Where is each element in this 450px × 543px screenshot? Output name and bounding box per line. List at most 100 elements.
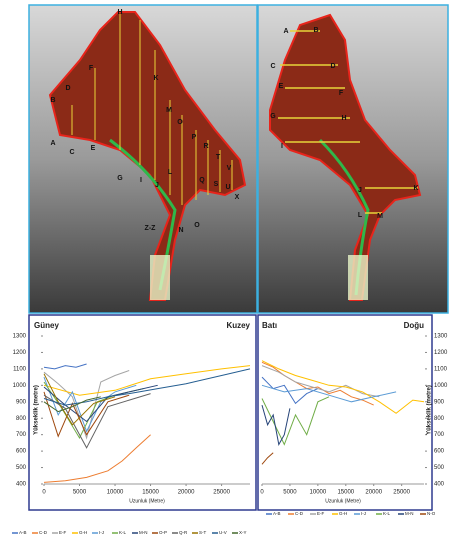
map-label: I (281, 143, 283, 150)
map-label: B (50, 97, 55, 104)
map-label: D (330, 63, 335, 70)
y-tick-label: 700 (434, 432, 445, 438)
y-axis-label: Yükseklik (metre) (427, 385, 433, 435)
series-line (262, 453, 273, 465)
legend-label: M-N (139, 530, 148, 535)
y-tick-label: 800 (434, 416, 445, 422)
legend-label: O-P (159, 530, 167, 535)
chart-subtitle: Kuzey (226, 321, 250, 330)
map-label: O (177, 119, 183, 126)
map-label: B (313, 27, 318, 34)
series-line (44, 382, 143, 438)
x-axis-label: Uzunluk (Metre) (325, 498, 361, 504)
series-line (262, 377, 318, 403)
map-label: Q (199, 177, 205, 184)
y-tick-label: 1000 (13, 383, 27, 389)
legend-label: U-V (219, 530, 227, 535)
map-label: M (377, 213, 383, 220)
lake (150, 255, 170, 300)
map-label: A (50, 140, 55, 147)
map-label: J (155, 182, 159, 189)
map-label: T (216, 154, 221, 161)
y-tick-label: 1100 (13, 366, 27, 372)
map-label: U (225, 184, 230, 191)
legend-label: E-F (59, 530, 67, 535)
legend-label: Q-R (179, 530, 188, 535)
x-axis-label: Uzunluk (Metre) (129, 498, 165, 504)
map-label: F (89, 65, 94, 72)
y-tick-label: 400 (16, 482, 27, 488)
map-label: E (279, 83, 284, 90)
legend-label: E-F (317, 511, 325, 516)
y-tick-label: 900 (434, 399, 445, 405)
map-label: L (168, 169, 173, 176)
y-tick-label: 800 (16, 416, 27, 422)
legend-label: I-J (361, 511, 366, 516)
legend-label: I-J (99, 530, 104, 535)
x-tick-label: 15000 (142, 490, 159, 496)
map-label: F (339, 90, 344, 97)
y-tick-label: 1300 (434, 334, 448, 340)
map-label: D (65, 85, 70, 92)
x-tick-label: 10000 (107, 490, 124, 496)
map-label: E (91, 145, 96, 152)
y-tick-label: 500 (16, 465, 27, 471)
lake (348, 255, 368, 300)
y-axis-label: Yükseklik (metre) (34, 385, 40, 435)
y-tick-label: 600 (434, 449, 445, 455)
x-tick-label: 10000 (310, 490, 327, 496)
x-tick-label: 25000 (213, 490, 230, 496)
x-tick-label: 0 (260, 490, 264, 496)
map-label: O (194, 222, 200, 229)
legend-label: M-N (405, 511, 414, 516)
map-label: G (270, 113, 276, 120)
x-tick-label: 20000 (365, 490, 382, 496)
map-label: J (358, 187, 362, 194)
legend-label: A-B (273, 511, 281, 516)
figure: HFKDMBOPRTVACEGIJLQSUXNOZ-Z ABCDEFGHIJKL… (0, 0, 450, 543)
y-tick-label: 600 (16, 449, 27, 455)
legend-label: G-H (79, 530, 87, 535)
legend-label: C-D (39, 530, 48, 535)
map-label: R (203, 143, 208, 150)
map-label: H (117, 9, 122, 16)
x-tick-label: 5000 (283, 490, 297, 496)
y-tick-label: 1200 (434, 350, 448, 356)
map-label: G (117, 175, 123, 182)
map-label: C (270, 63, 275, 70)
chart-frame (258, 315, 432, 510)
x-tick-label: 20000 (178, 490, 195, 496)
series-line (262, 361, 424, 414)
y-tick-label: 1300 (13, 334, 27, 340)
series-line (44, 435, 151, 483)
map-label: P (192, 134, 197, 141)
map-label: N (178, 227, 183, 234)
y-tick-label: 400 (434, 482, 445, 488)
legend-label: X-Y (239, 530, 247, 535)
series-line (44, 364, 87, 369)
y-tick-label: 700 (16, 432, 27, 438)
x-tick-label: 15000 (337, 490, 354, 496)
map-label: M (166, 107, 172, 114)
y-tick-label: 1200 (13, 350, 27, 356)
legend-label: K-L (383, 511, 391, 516)
map-label: X (235, 194, 240, 201)
chart-title: Güney (34, 321, 59, 330)
chart-title: Batı (262, 321, 277, 330)
map-label: Z-Z (145, 225, 157, 232)
map-label: H (341, 115, 346, 122)
legend-label: C-D (295, 511, 304, 516)
y-tick-label: 900 (16, 399, 27, 405)
legend-label: S-T (199, 530, 207, 535)
x-tick-label: 25000 (393, 490, 410, 496)
map-label: C (69, 149, 74, 156)
map-label: A (283, 28, 288, 35)
series-line (262, 405, 290, 444)
chart-subtitle: Doğu (404, 321, 425, 330)
map-label: K (153, 75, 158, 82)
legend-label: K-L (119, 530, 127, 535)
map-label: V (227, 165, 232, 172)
y-tick-label: 1000 (434, 383, 448, 389)
